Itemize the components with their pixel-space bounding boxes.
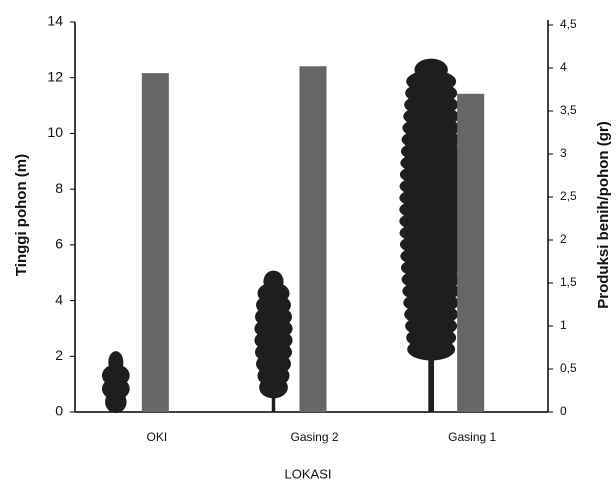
y-axis-title: Tinggi pohon (m) <box>13 154 30 276</box>
y-tick-label: 10 <box>47 124 63 140</box>
bar <box>141 73 169 412</box>
x-tick-label: Gasing 2 <box>290 430 338 444</box>
tree-trunk <box>428 324 435 412</box>
y2-axis-title: Produksi benih/pohon (gr) <box>595 121 612 309</box>
bar <box>299 66 327 412</box>
y-tick-label: 0 <box>55 403 63 419</box>
y2-tick-label: 0,5 <box>560 361 577 375</box>
y2-tick-label: 2,5 <box>560 189 577 203</box>
y2-tick-label: 4 <box>560 60 567 74</box>
y-tick-label: 8 <box>55 180 63 196</box>
x-axis-title: LOKASI <box>285 466 332 481</box>
y2-tick-label: 2 <box>560 232 567 246</box>
tree-crown <box>105 390 127 414</box>
tree <box>399 58 464 412</box>
x-tick-label: OKI <box>146 430 167 444</box>
y-tick-label: 14 <box>47 13 63 29</box>
tree <box>254 270 293 412</box>
tree-crown <box>407 338 456 361</box>
y2-tick-label: 4,5 <box>560 17 577 31</box>
y-tick-label: 6 <box>55 236 63 252</box>
tree-crown <box>259 376 288 399</box>
y2-tick-label: 3 <box>560 146 567 160</box>
y2-tick-label: 1 <box>560 318 567 332</box>
y2-tick-label: 1,5 <box>560 275 577 289</box>
bar <box>457 93 485 413</box>
y-tick-label: 12 <box>47 68 63 84</box>
y2-tick-label: 3,5 <box>560 103 577 117</box>
y-tick-label: 4 <box>55 291 63 307</box>
y-tick-label: 2 <box>55 347 63 363</box>
y2-tick-label: 0 <box>560 404 567 418</box>
x-tick-label: Gasing 1 <box>448 430 496 444</box>
tree <box>101 351 130 414</box>
